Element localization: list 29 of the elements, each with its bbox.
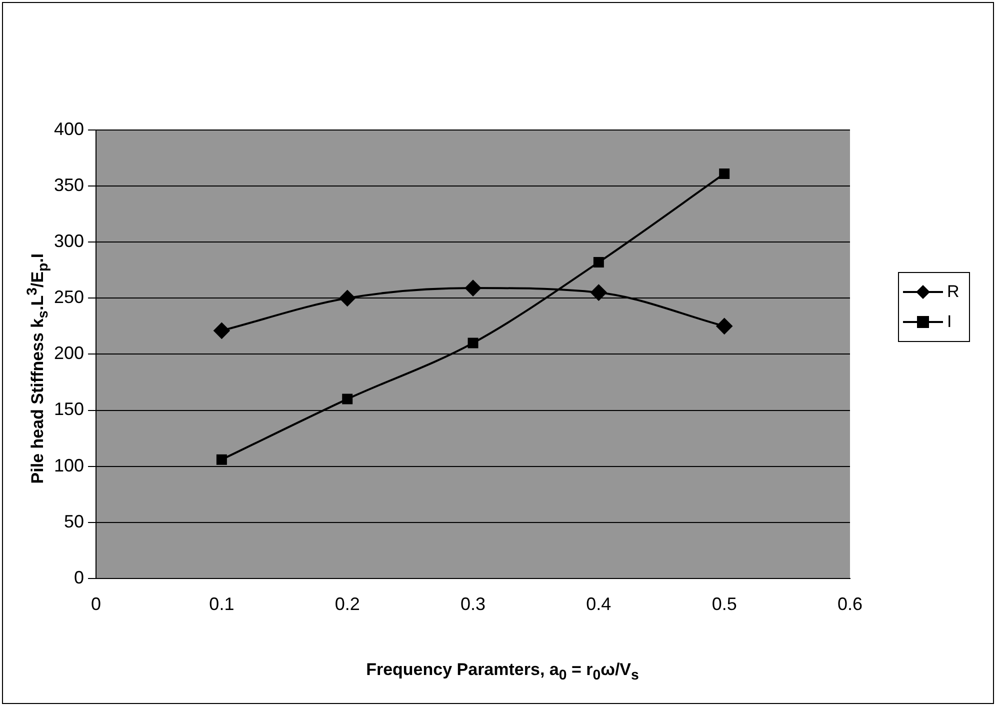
x-tick-label: 0.1	[209, 594, 234, 614]
y-tick-label: 200	[54, 343, 84, 364]
x-tick-label: 0.5	[712, 594, 737, 614]
y-tick-label: 400	[54, 118, 84, 139]
point	[214, 322, 230, 339]
point	[468, 338, 478, 348]
x-tick-label: 0	[91, 594, 102, 614]
point	[465, 280, 482, 296]
x-axis-title: Frequency Paramters, a$_{0}$ = r$_{0}$ω/V$_{s}$	[365, 660, 640, 684]
y-tick-label: 0	[74, 567, 84, 588]
y-tick-label: 100	[54, 455, 84, 476]
legend-label: I	[947, 312, 952, 332]
point	[716, 318, 732, 334]
y-tick-label: 150	[54, 399, 84, 420]
y-tick-label: 250	[54, 287, 84, 308]
y-tick-label: 300	[54, 231, 84, 252]
point	[342, 394, 353, 404]
point	[719, 168, 730, 179]
point	[339, 290, 356, 306]
x-tick-label: 0.6	[837, 594, 863, 614]
point	[590, 284, 607, 301]
x-tick-label: 0.4	[586, 594, 612, 614]
x-tick-label: 0.2	[334, 594, 360, 614]
legend-label: R	[947, 282, 960, 302]
y-tick-label: 350	[54, 175, 84, 196]
x-tick-label: 0.3	[460, 594, 486, 614]
point	[216, 454, 227, 465]
point	[593, 257, 604, 268]
y-tick-label: 50	[64, 511, 84, 532]
